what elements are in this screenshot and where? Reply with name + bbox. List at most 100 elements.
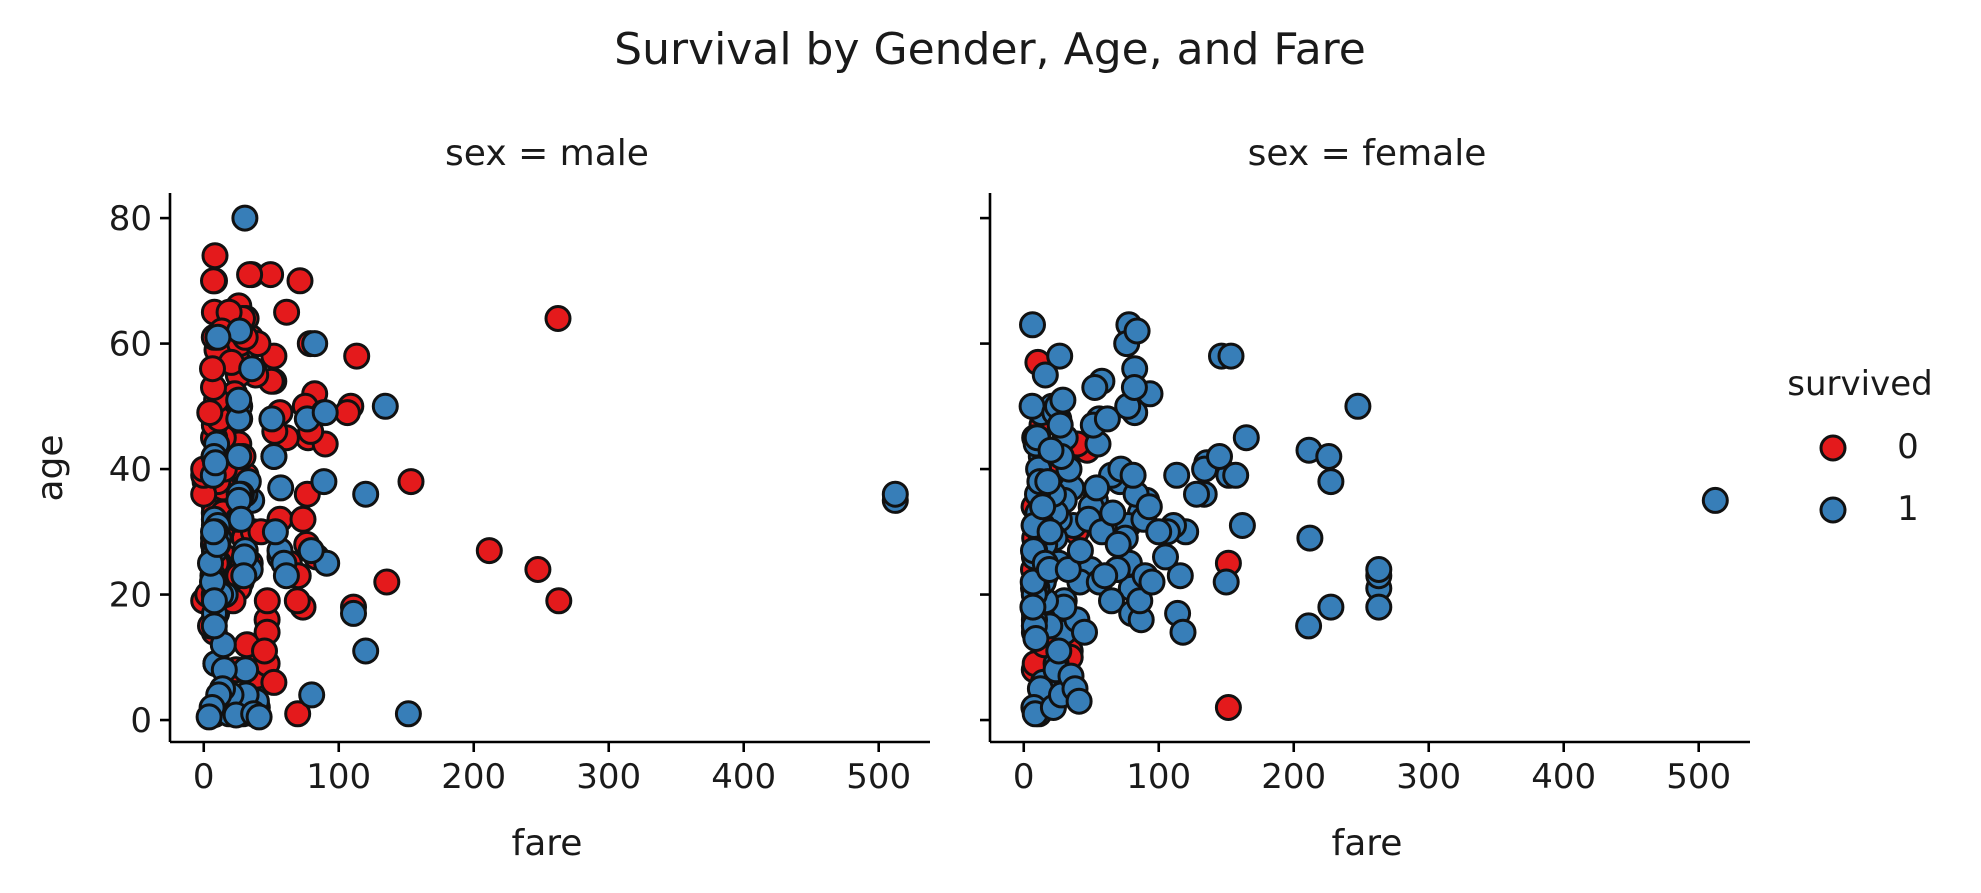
point-female-survived-1 bbox=[1701, 486, 1729, 514]
point-male-survived-0 bbox=[397, 468, 425, 496]
point-female-survived-1 bbox=[1037, 436, 1065, 464]
point-female-survived-1 bbox=[1315, 443, 1343, 470]
point-male-survived-1 bbox=[258, 405, 286, 433]
facet-male: sex = male 0 100 200 300 400 500 0 20 40 60 80 far… bbox=[109, 133, 930, 864]
point-male-survived-1 bbox=[310, 468, 338, 496]
point-male-survived-0 bbox=[260, 668, 288, 696]
facet-title-female: sex = female bbox=[1248, 133, 1487, 174]
legend-title: survived bbox=[1787, 364, 1932, 404]
point-female-survived-1 bbox=[1212, 568, 1240, 596]
point-male-survived-0 bbox=[273, 298, 301, 326]
point-female-survived-1 bbox=[1018, 392, 1046, 420]
point-male-survived-1 bbox=[200, 518, 227, 546]
y-axis-label: age bbox=[30, 434, 71, 501]
x-tick-label-male: 200 bbox=[441, 757, 506, 797]
axes-female: 0 100 200 300 400 500 bbox=[980, 193, 1750, 797]
point-male-survived-0 bbox=[544, 305, 572, 332]
point-female-survived-1 bbox=[1169, 618, 1197, 646]
point-female-survived-1 bbox=[1317, 593, 1345, 621]
legend-item-1: 1 bbox=[1819, 489, 1919, 529]
point-female-survived-1 bbox=[1296, 524, 1324, 552]
x-tick-label-female: 100 bbox=[1126, 757, 1191, 797]
chart-title: Survival by Gender, Age, and Fare bbox=[614, 24, 1366, 75]
point-male-survived-1 bbox=[202, 449, 229, 477]
point-male-survived-0 bbox=[251, 637, 278, 665]
point-female-survived-1 bbox=[1029, 493, 1057, 521]
x-tick-label-male: 500 bbox=[846, 757, 911, 797]
point-female-survived-1 bbox=[1019, 311, 1046, 339]
point-male-survived-1 bbox=[230, 562, 258, 590]
point-female-survived-1 bbox=[1123, 317, 1151, 345]
point-male-survived-1 bbox=[204, 323, 232, 351]
point-male-survived-0 bbox=[343, 342, 371, 370]
point-female-survived-1 bbox=[1317, 468, 1345, 496]
point-male-survived-1 bbox=[394, 700, 422, 728]
point-female-survived-1 bbox=[1066, 537, 1094, 565]
point-female-survived-1 bbox=[1046, 411, 1074, 439]
y-tick-label: 20 bbox=[109, 576, 152, 616]
point-male-survived-1 bbox=[225, 386, 253, 414]
y-tick-label: 80 bbox=[109, 199, 152, 239]
point-male-survived-0 bbox=[236, 261, 264, 289]
point-male-survived-1 bbox=[195, 703, 223, 731]
point-female-survived-1 bbox=[1135, 493, 1163, 521]
point-male-survived-0 bbox=[199, 355, 226, 383]
x-tick-label-female: 500 bbox=[1666, 757, 1731, 797]
x-tick-label-male: 0 bbox=[193, 757, 215, 797]
point-male-survived-1 bbox=[298, 681, 326, 709]
point-male-survived-1 bbox=[227, 505, 255, 533]
point-female-survived-1 bbox=[1091, 562, 1119, 590]
points-male bbox=[190, 204, 909, 731]
point-male-survived-1 bbox=[301, 330, 329, 358]
x-tick-label-female: 300 bbox=[1396, 757, 1461, 797]
point-male-survived-1 bbox=[200, 612, 228, 640]
x-tick-label-female: 0 bbox=[1013, 757, 1035, 797]
point-female-survived-1 bbox=[1232, 424, 1260, 452]
x-axis-label-female: fare bbox=[1332, 823, 1403, 864]
point-male-survived-1 bbox=[352, 480, 380, 508]
facet-female: sex = female 0 100 200 300 400 500 fare bbox=[980, 133, 1750, 864]
point-female-survived-1 bbox=[1031, 361, 1059, 389]
point-female-survived-1 bbox=[1152, 543, 1179, 571]
point-female-survived-1 bbox=[1098, 587, 1125, 615]
point-male-survived-1 bbox=[260, 443, 288, 470]
point-female-survived-1 bbox=[1083, 474, 1111, 502]
point-female-survived-1 bbox=[1145, 518, 1173, 546]
x-tick-label-male: 100 bbox=[306, 757, 371, 797]
point-female-survived-1 bbox=[1081, 374, 1109, 401]
point-female-survived-1 bbox=[1119, 461, 1147, 489]
point-female-survived-1 bbox=[1049, 386, 1077, 414]
point-male-survived-0 bbox=[284, 700, 312, 728]
legend-label-1: 1 bbox=[1897, 489, 1919, 529]
point-male-survived-1 bbox=[881, 480, 909, 508]
point-female-survived-1 bbox=[1217, 342, 1245, 370]
point-male-survived-1 bbox=[371, 392, 399, 420]
point-female-survived-1 bbox=[1365, 556, 1393, 583]
point-female-survived-1 bbox=[1222, 461, 1250, 489]
point-female-survived-1 bbox=[1065, 687, 1093, 715]
point-female-survived-1 bbox=[1022, 625, 1050, 652]
point-female-survived-1 bbox=[1104, 530, 1132, 558]
point-male-survived-0 bbox=[475, 537, 503, 565]
point-male-survived-0 bbox=[524, 556, 552, 583]
point-female-survived-1 bbox=[1019, 593, 1047, 621]
point-female-survived-1 bbox=[1054, 556, 1082, 583]
point-male-survived-0 bbox=[283, 587, 311, 615]
x-tick-label-female: 400 bbox=[1531, 757, 1596, 797]
point-male-survived-1 bbox=[231, 204, 259, 232]
point-male-survived-1 bbox=[200, 587, 228, 615]
point-male-survived-0 bbox=[253, 587, 281, 615]
point-male-survived-1 bbox=[267, 474, 295, 502]
point-male-survived-1 bbox=[340, 599, 367, 627]
point-male-survived-0 bbox=[201, 242, 229, 270]
point-male-survived-1 bbox=[238, 355, 266, 383]
y-tick-label: 0 bbox=[130, 701, 152, 741]
x-tick-label-male: 300 bbox=[576, 757, 641, 797]
point-male-survived-0 bbox=[545, 587, 573, 615]
point-female-survived-1 bbox=[1093, 405, 1121, 433]
point-female-survived-1 bbox=[1295, 612, 1323, 640]
point-male-survived-0 bbox=[333, 399, 361, 427]
point-female-survived-1 bbox=[1046, 342, 1074, 370]
axes-male: 0 100 200 300 400 500 0 20 40 60 80 bbox=[109, 193, 930, 797]
point-female-survived-1 bbox=[1034, 468, 1062, 496]
